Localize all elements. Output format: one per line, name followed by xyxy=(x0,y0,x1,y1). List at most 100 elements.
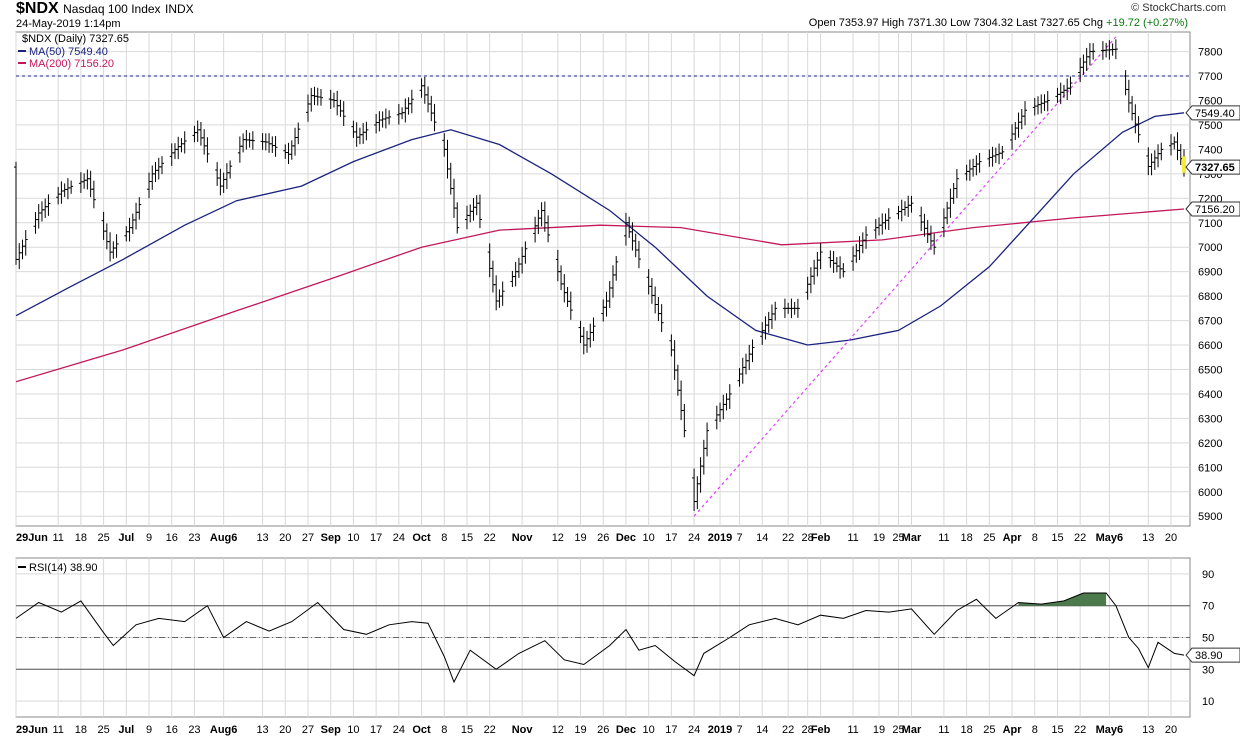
rsi-x-tick-label: 28 xyxy=(802,724,814,736)
x-tick-label: 9 xyxy=(146,532,152,544)
rsi-x-tick-label: 19 xyxy=(574,724,586,736)
x-tick-label: 22 xyxy=(1074,532,1086,544)
y-tick-label: 7000 xyxy=(1198,242,1222,254)
rsi-x-tick-label: Aug6 xyxy=(210,724,238,736)
x-tick-label: 11 xyxy=(52,532,63,544)
rsi-x-tick-label: 22 xyxy=(782,724,794,736)
ma200-line xyxy=(15,208,1185,383)
ohlc-values: Open 7353.97 High 7371.30 Low 7304.32 La… xyxy=(808,17,1103,29)
x-tick-label: 20 xyxy=(279,532,291,544)
x-tick-label: 20 xyxy=(1165,532,1177,544)
rsi-x-tick-label: Apr xyxy=(1003,724,1023,736)
rsi-x-tick-label: 8 xyxy=(1032,724,1038,736)
y-tick-label: 7400 xyxy=(1198,144,1222,156)
rsi-x-tick-label: 22 xyxy=(1074,724,1086,736)
rsi-x-tick-label: 26 xyxy=(597,724,609,736)
y-tick-label: 5900 xyxy=(1198,511,1222,523)
symbol: $NDX xyxy=(16,0,59,17)
change-value: +19.72 (+0.27%) xyxy=(1106,17,1188,29)
ma200-axis-marker xyxy=(1185,201,1240,217)
rsi-x-tick-label: 23 xyxy=(188,724,200,736)
legend-ma200: MA(200) 7156.20 xyxy=(29,58,114,70)
rsi-y-tick-label: 50 xyxy=(1202,633,1214,645)
rsi-x-tick-label: 20 xyxy=(279,724,291,736)
x-tick-label: 25 xyxy=(892,532,904,544)
rsi-y-tick-label: 90 xyxy=(1202,569,1214,581)
rsi-axis-marker-label: 38.90 xyxy=(1195,650,1223,662)
y-tick-label: 6900 xyxy=(1198,267,1222,279)
y-tick-label: 6000 xyxy=(1198,487,1222,499)
x-tick-label: 28 xyxy=(802,532,814,544)
rsi-x-tick-label: 12 xyxy=(552,724,564,736)
x-tick-label: Jul xyxy=(118,532,134,544)
rsi-x-tick-label: 27 xyxy=(302,724,314,736)
x-tick-label: Mar xyxy=(902,532,922,544)
x-tick-label: 13 xyxy=(1142,532,1154,544)
rsi-x-tick-label: Mar xyxy=(902,724,922,736)
rsi-x-tick-label: 20 xyxy=(1165,724,1177,736)
x-tick-label: 29Jun xyxy=(16,532,48,544)
rsi-x-tick-label: Nov xyxy=(512,724,534,736)
x-tick-label: Aug6 xyxy=(210,532,238,544)
rsi-x-tick-label: 11 xyxy=(52,724,63,736)
x-tick-label: Sep xyxy=(321,532,341,544)
rsi-x-tick-label: 11 xyxy=(847,724,858,736)
rsi-x-tick-label: 18 xyxy=(960,724,972,736)
x-tick-label: 24 xyxy=(393,532,405,544)
x-tick-label: 15 xyxy=(461,532,473,544)
rsi-x-tick-label: 24 xyxy=(688,724,700,736)
x-tick-label: 19 xyxy=(574,532,586,544)
ohlc-readout: Open 7353.97 High 7371.30 Low 7304.32 La… xyxy=(809,17,1188,29)
rsi-x-tick-label: Oct xyxy=(412,724,431,736)
x-tick-label: 18 xyxy=(75,532,87,544)
x-tick-label: Apr xyxy=(1003,532,1023,544)
x-tick-label: Nov xyxy=(512,532,534,544)
x-tick-label: 24 xyxy=(688,532,700,544)
last-price-axis-marker xyxy=(1185,159,1240,175)
x-tick-label: 19 xyxy=(873,532,885,544)
x-tick-label: 22 xyxy=(782,532,794,544)
rsi-x-tick-label: 17 xyxy=(370,724,382,736)
rsi-x-tick-label: 25 xyxy=(892,724,904,736)
rsi-x-tick-label: 14 xyxy=(756,724,768,736)
rsi-x-tick-label: Sep xyxy=(321,724,341,736)
y-tick-label: 6300 xyxy=(1198,413,1222,425)
x-tick-label: Feb xyxy=(811,532,831,544)
chart-title: $NDX Nasdaq 100 Index INDX xyxy=(16,0,194,18)
ma200-axis-marker-label: 7156.20 xyxy=(1195,204,1235,216)
x-tick-label: 25 xyxy=(983,532,995,544)
x-tick-label: 16 xyxy=(166,532,178,544)
ma50-line xyxy=(15,112,1185,346)
x-tick-label: 18 xyxy=(960,532,972,544)
last-bar-highlight xyxy=(1182,156,1186,173)
x-tick-label: 27 xyxy=(302,532,314,544)
y-tick-label: 7600 xyxy=(1198,95,1222,107)
y-tick-label: 6400 xyxy=(1198,389,1222,401)
legend-price: $NDX (Daily) 7327.65 xyxy=(22,33,129,45)
rsi-x-tick-label: 11 xyxy=(938,724,949,736)
rsi-x-tick-label: Dec xyxy=(616,724,636,736)
rsi-x-tick-label: 24 xyxy=(393,724,405,736)
exchange: INDX xyxy=(165,2,194,16)
rsi-y-tick-label: 70 xyxy=(1202,601,1214,613)
y-tick-label: 7100 xyxy=(1198,218,1222,230)
rsi-x-tick-label: 2019 xyxy=(708,724,732,736)
legend-ma50: MA(50) 7549.40 xyxy=(29,46,108,58)
timestamp: 24-May-2019 1:14pm xyxy=(16,18,121,30)
trend-line xyxy=(693,36,1117,517)
rsi-y-tick-label: 30 xyxy=(1202,664,1214,676)
rsi-y-tick-label: 10 xyxy=(1202,696,1214,708)
index-name: Nasdaq 100 Index xyxy=(63,2,161,16)
legend-rsi: RSI(14) 38.90 xyxy=(29,562,97,574)
x-tick-label: 10 xyxy=(347,532,359,544)
x-tick-label: 14 xyxy=(756,532,768,544)
rsi-x-tick-label: 8 xyxy=(441,724,447,736)
x-tick-label: Dec xyxy=(616,532,636,544)
x-tick-label: 26 xyxy=(597,532,609,544)
credit: © StockCharts.com xyxy=(1131,2,1226,14)
rsi-x-tick-label: 25 xyxy=(983,724,995,736)
x-tick-label: 10 xyxy=(643,532,655,544)
y-tick-label: 6600 xyxy=(1198,340,1222,352)
rsi-x-tick-label: May6 xyxy=(1096,724,1124,736)
